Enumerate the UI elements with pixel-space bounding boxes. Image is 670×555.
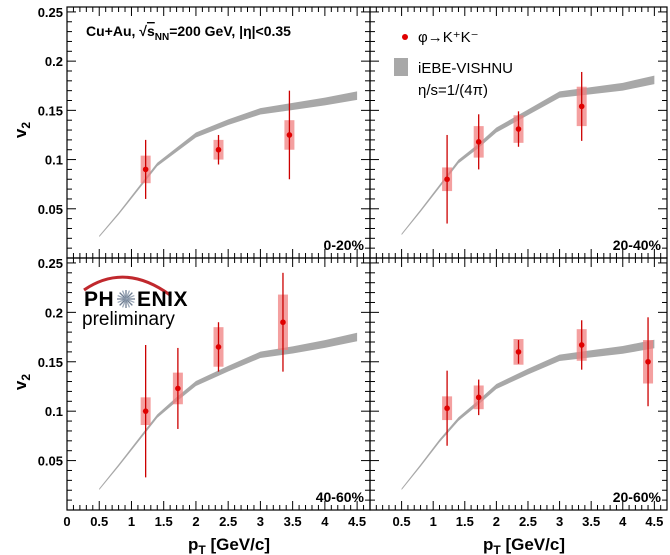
preliminary-label: preliminary bbox=[82, 309, 175, 330]
panel-label: 20-40% bbox=[613, 237, 662, 253]
x-tick-label: 4.5 bbox=[348, 514, 366, 529]
x-tick-label: 3 bbox=[257, 514, 264, 529]
panel-20-60%: 0.5 1 1.5 2 2.5 3 3.5 4 4.5 20-60% bbox=[369, 257, 668, 529]
x-tick-label: 0.5 bbox=[90, 514, 108, 529]
header-text: Cu+Au, √sNN=200 GeV, |η|<0.35 bbox=[86, 23, 291, 43]
y-tick-label: 0.15 bbox=[38, 355, 63, 370]
panel-label: 40-60% bbox=[316, 489, 365, 505]
x-tick-label: 2 bbox=[493, 514, 500, 529]
x-tick-label: 2.5 bbox=[219, 514, 237, 529]
x-tick-label: 3.5 bbox=[582, 514, 600, 529]
panel-20-40%: 20-40% φ→K⁺K⁻ iEBE-VISHNU η/s=1/(4π) bbox=[369, 6, 668, 259]
legend-band-sublabel: η/s=1/(4π) bbox=[418, 82, 488, 99]
x-tick-label: 2.5 bbox=[519, 514, 537, 529]
legend-marker-label: φ→K⁺K⁻ bbox=[418, 29, 479, 46]
x-tick-label: 1.5 bbox=[155, 514, 173, 529]
x-axis-title-right: pT [GeV/c] bbox=[483, 535, 565, 555]
y-tick-label: 0.25 bbox=[38, 256, 63, 271]
x-tick-label: 0.5 bbox=[393, 514, 411, 529]
panel-0-20%: 0.05 0.1 0.15 0.2 0.25 0-20% Cu+Au, √sNN=200 G… bbox=[38, 5, 371, 259]
logo-text-left: PH bbox=[84, 288, 114, 311]
data-point bbox=[444, 405, 450, 412]
logo-arc bbox=[83, 275, 171, 297]
y-tick-label: 0.2 bbox=[45, 54, 63, 69]
y-axis-title-top: v2 bbox=[11, 122, 33, 138]
y-axis-title-bottom: v2 bbox=[11, 374, 33, 390]
legend-marker bbox=[402, 34, 408, 40]
logo-text-right: ENIX bbox=[137, 288, 188, 311]
panel-label: 0-20% bbox=[324, 237, 365, 253]
y-tick-label: 0.05 bbox=[38, 454, 63, 469]
x-tick-label: 1 bbox=[430, 514, 437, 529]
data-point bbox=[578, 103, 585, 110]
x-tick-label: 0 bbox=[63, 514, 70, 529]
data-point bbox=[515, 349, 522, 355]
x-tick-label: 3 bbox=[556, 514, 563, 529]
data-point bbox=[142, 408, 149, 414]
model-band bbox=[99, 332, 358, 490]
data-point bbox=[578, 342, 585, 348]
data-point bbox=[280, 319, 286, 326]
data-point bbox=[215, 146, 222, 153]
model-band bbox=[99, 91, 358, 238]
data-point bbox=[475, 139, 482, 145]
model-band bbox=[401, 339, 655, 490]
y-tick-label: 0.2 bbox=[45, 305, 63, 320]
data-point bbox=[286, 132, 293, 138]
y-tick-label: 0.15 bbox=[38, 103, 63, 118]
x-tick-label: 1.5 bbox=[456, 514, 474, 529]
panel-40-60%: 0.05 0.1 0.15 0.2 0.25 0 0.5 1 1.5 2 2.5 3 3.5 4 4.5 40… bbox=[38, 256, 371, 529]
data-point bbox=[475, 394, 482, 401]
y-tick-label: 0.05 bbox=[38, 202, 63, 217]
y-axis-title-sub: 2 bbox=[19, 122, 33, 129]
x-axis-title-left: pT [GeV/c] bbox=[188, 535, 270, 555]
logo-starburst-ray bbox=[125, 294, 135, 300]
x-tick-label: 4 bbox=[619, 514, 627, 529]
x-tick-label: 2 bbox=[192, 514, 199, 529]
data-point bbox=[515, 126, 522, 132]
data-point bbox=[645, 358, 651, 365]
y-tick-label: 0.1 bbox=[45, 153, 63, 168]
x-tick-label: 4.5 bbox=[645, 514, 663, 529]
data-point bbox=[215, 344, 222, 350]
model-band bbox=[401, 75, 655, 236]
y-axis-title-sub: 2 bbox=[19, 374, 33, 381]
legend-band-swatch bbox=[394, 58, 408, 76]
panel-frame bbox=[369, 257, 668, 511]
x-tick-label: 4 bbox=[321, 514, 329, 529]
x-tick-label: 3.5 bbox=[284, 514, 302, 529]
data-point bbox=[444, 176, 450, 183]
data-point bbox=[142, 166, 149, 173]
panel-label: 20-60% bbox=[613, 489, 662, 505]
data-point bbox=[175, 385, 181, 392]
y-tick-label: 0.25 bbox=[38, 5, 63, 20]
y-tick-label: 0.1 bbox=[45, 404, 63, 419]
x-tick-label: 1 bbox=[128, 514, 135, 529]
legend-band-label: iEBE-VISHNU bbox=[418, 60, 513, 77]
